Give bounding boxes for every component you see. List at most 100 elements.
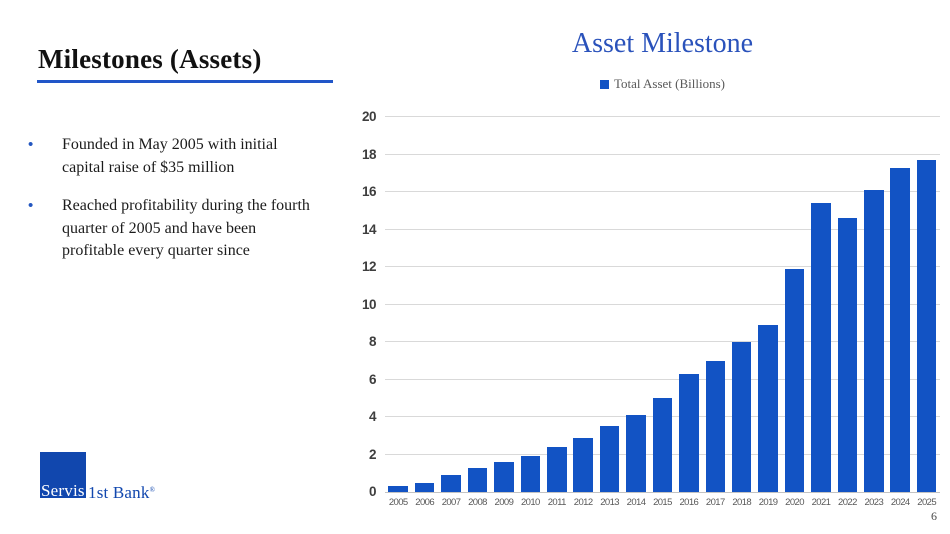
bar-2023 [864, 190, 884, 492]
bar-cell [913, 117, 939, 492]
bar-2011 [546, 447, 567, 492]
x-tick-label: 2020 [785, 497, 804, 508]
x-tick-label: 2011 [547, 497, 567, 508]
y-tick-label: 0 [368, 484, 377, 499]
y-tick-label: 18 [361, 146, 377, 162]
y-tick-label: 10 [361, 296, 377, 312]
bar-cell [491, 117, 517, 492]
bar-2013 [599, 426, 620, 492]
x-tick-label: 2010 [520, 497, 540, 508]
bullet-text: Founded in May 2005 with initial capital… [62, 136, 278, 176]
x-tick-label: 2012 [573, 497, 593, 508]
x-tick-label: 2007 [441, 497, 461, 508]
bar-cell [755, 117, 781, 492]
logo-servis-text: Servis [41, 481, 85, 500]
plot-area [385, 116, 940, 493]
x-tick-label: 2021 [811, 497, 831, 508]
legend-label: Total Asset (Billions) [613, 76, 726, 91]
gridline [385, 153, 940, 155]
bar-2012 [573, 437, 593, 492]
chart-legend: Total Asset (Billions) [385, 76, 940, 92]
logo-rest-label: 1st Bank [88, 483, 150, 502]
x-tick-label: 2016 [679, 497, 699, 508]
bar-2006 [414, 482, 435, 492]
bar-cell [649, 117, 675, 492]
gridline [385, 341, 940, 342]
servisfirst-bank-logo: Servis 1st Bank® [40, 452, 200, 501]
y-axis: 0 2 4 6 8 10 12 14 16 18 20 [330, 109, 377, 499]
chart-title: Asset Milestone [571, 28, 754, 59]
bar-2007 [441, 475, 461, 492]
x-tick-label: 2025 [917, 497, 937, 508]
bar-cell [411, 117, 437, 492]
x-tick-label: 2015 [653, 497, 672, 508]
x-tick-label: 2005 [388, 497, 408, 508]
bullet-text: Reached profitability during the fourth … [62, 197, 310, 259]
bar-cell [808, 117, 834, 492]
x-tick-label: 2022 [838, 497, 857, 508]
gridline [385, 116, 940, 117]
bar-2021 [811, 203, 831, 492]
x-axis: 2005 2006 2007 2008 2009 2010 2011 2012 2013 2014… [385, 497, 940, 508]
bar-2025 [916, 160, 937, 492]
bar-2018 [731, 342, 752, 492]
x-tick-label: 2009 [494, 497, 514, 508]
bullet-item: • Founded in May 2005 with initial capit… [28, 134, 320, 179]
x-tick-label: 2024 [890, 497, 910, 508]
gridline [385, 191, 940, 192]
x-tick-label: 2018 [732, 497, 752, 508]
bar-2017 [705, 360, 726, 492]
bullet-item: • Reached profitability during the fourt… [28, 195, 320, 263]
x-tick-label: 2017 [705, 497, 725, 508]
bar-cell [570, 117, 596, 492]
y-tick-label: 12 [361, 259, 377, 274]
bar-cell [623, 117, 649, 492]
page-title: Milestones (Assets) [38, 44, 262, 75]
bar-cell [544, 117, 570, 492]
y-tick-label: 8 [368, 334, 377, 349]
page-number: 6 [931, 509, 937, 523]
x-tick-label: 2019 [758, 497, 778, 508]
bullet-list: • Founded in May 2005 with initial capit… [28, 134, 320, 279]
bar-series [385, 117, 940, 492]
bar-2008 [467, 467, 488, 492]
registered-mark: ® [149, 486, 156, 494]
bar-2005 [388, 486, 408, 492]
bar-cell [728, 117, 754, 492]
logo-square-icon [40, 452, 86, 498]
bar-2010 [520, 456, 541, 492]
y-tick-label: 14 [361, 221, 377, 237]
x-axis-line [385, 492, 940, 493]
y-tick-label: 2 [368, 446, 377, 462]
bar-2022 [837, 218, 858, 492]
x-tick-label: 2023 [864, 497, 884, 508]
legend-swatch-icon [599, 79, 609, 89]
bar-cell [438, 117, 464, 492]
x-tick-label: 2013 [600, 497, 619, 508]
bar-2019 [758, 325, 778, 492]
bar-cell [676, 117, 702, 492]
bar-2009 [494, 462, 514, 492]
bar-cell [887, 117, 913, 492]
bar-cell [834, 117, 860, 492]
bullet-icon: • [28, 197, 34, 214]
x-tick-label: 2008 [468, 497, 487, 508]
bar-cell [385, 117, 411, 492]
y-tick-label: 6 [368, 371, 377, 387]
x-tick-label: 2014 [626, 497, 646, 508]
bar-2015 [652, 398, 673, 492]
x-tick-label: 2006 [415, 497, 434, 508]
title-underline [37, 80, 333, 83]
y-tick-label: 4 [368, 409, 377, 424]
bar-cell [517, 117, 543, 492]
bar-cell [861, 117, 887, 492]
bullet-icon: • [28, 136, 34, 153]
gridline [385, 378, 940, 380]
bar-2014 [626, 415, 646, 492]
bar-2016 [679, 373, 699, 492]
logo-rest-text: 1st Bank® [88, 482, 155, 501]
bar-cell [781, 117, 807, 492]
gridline [385, 228, 940, 230]
gridline [385, 303, 940, 305]
